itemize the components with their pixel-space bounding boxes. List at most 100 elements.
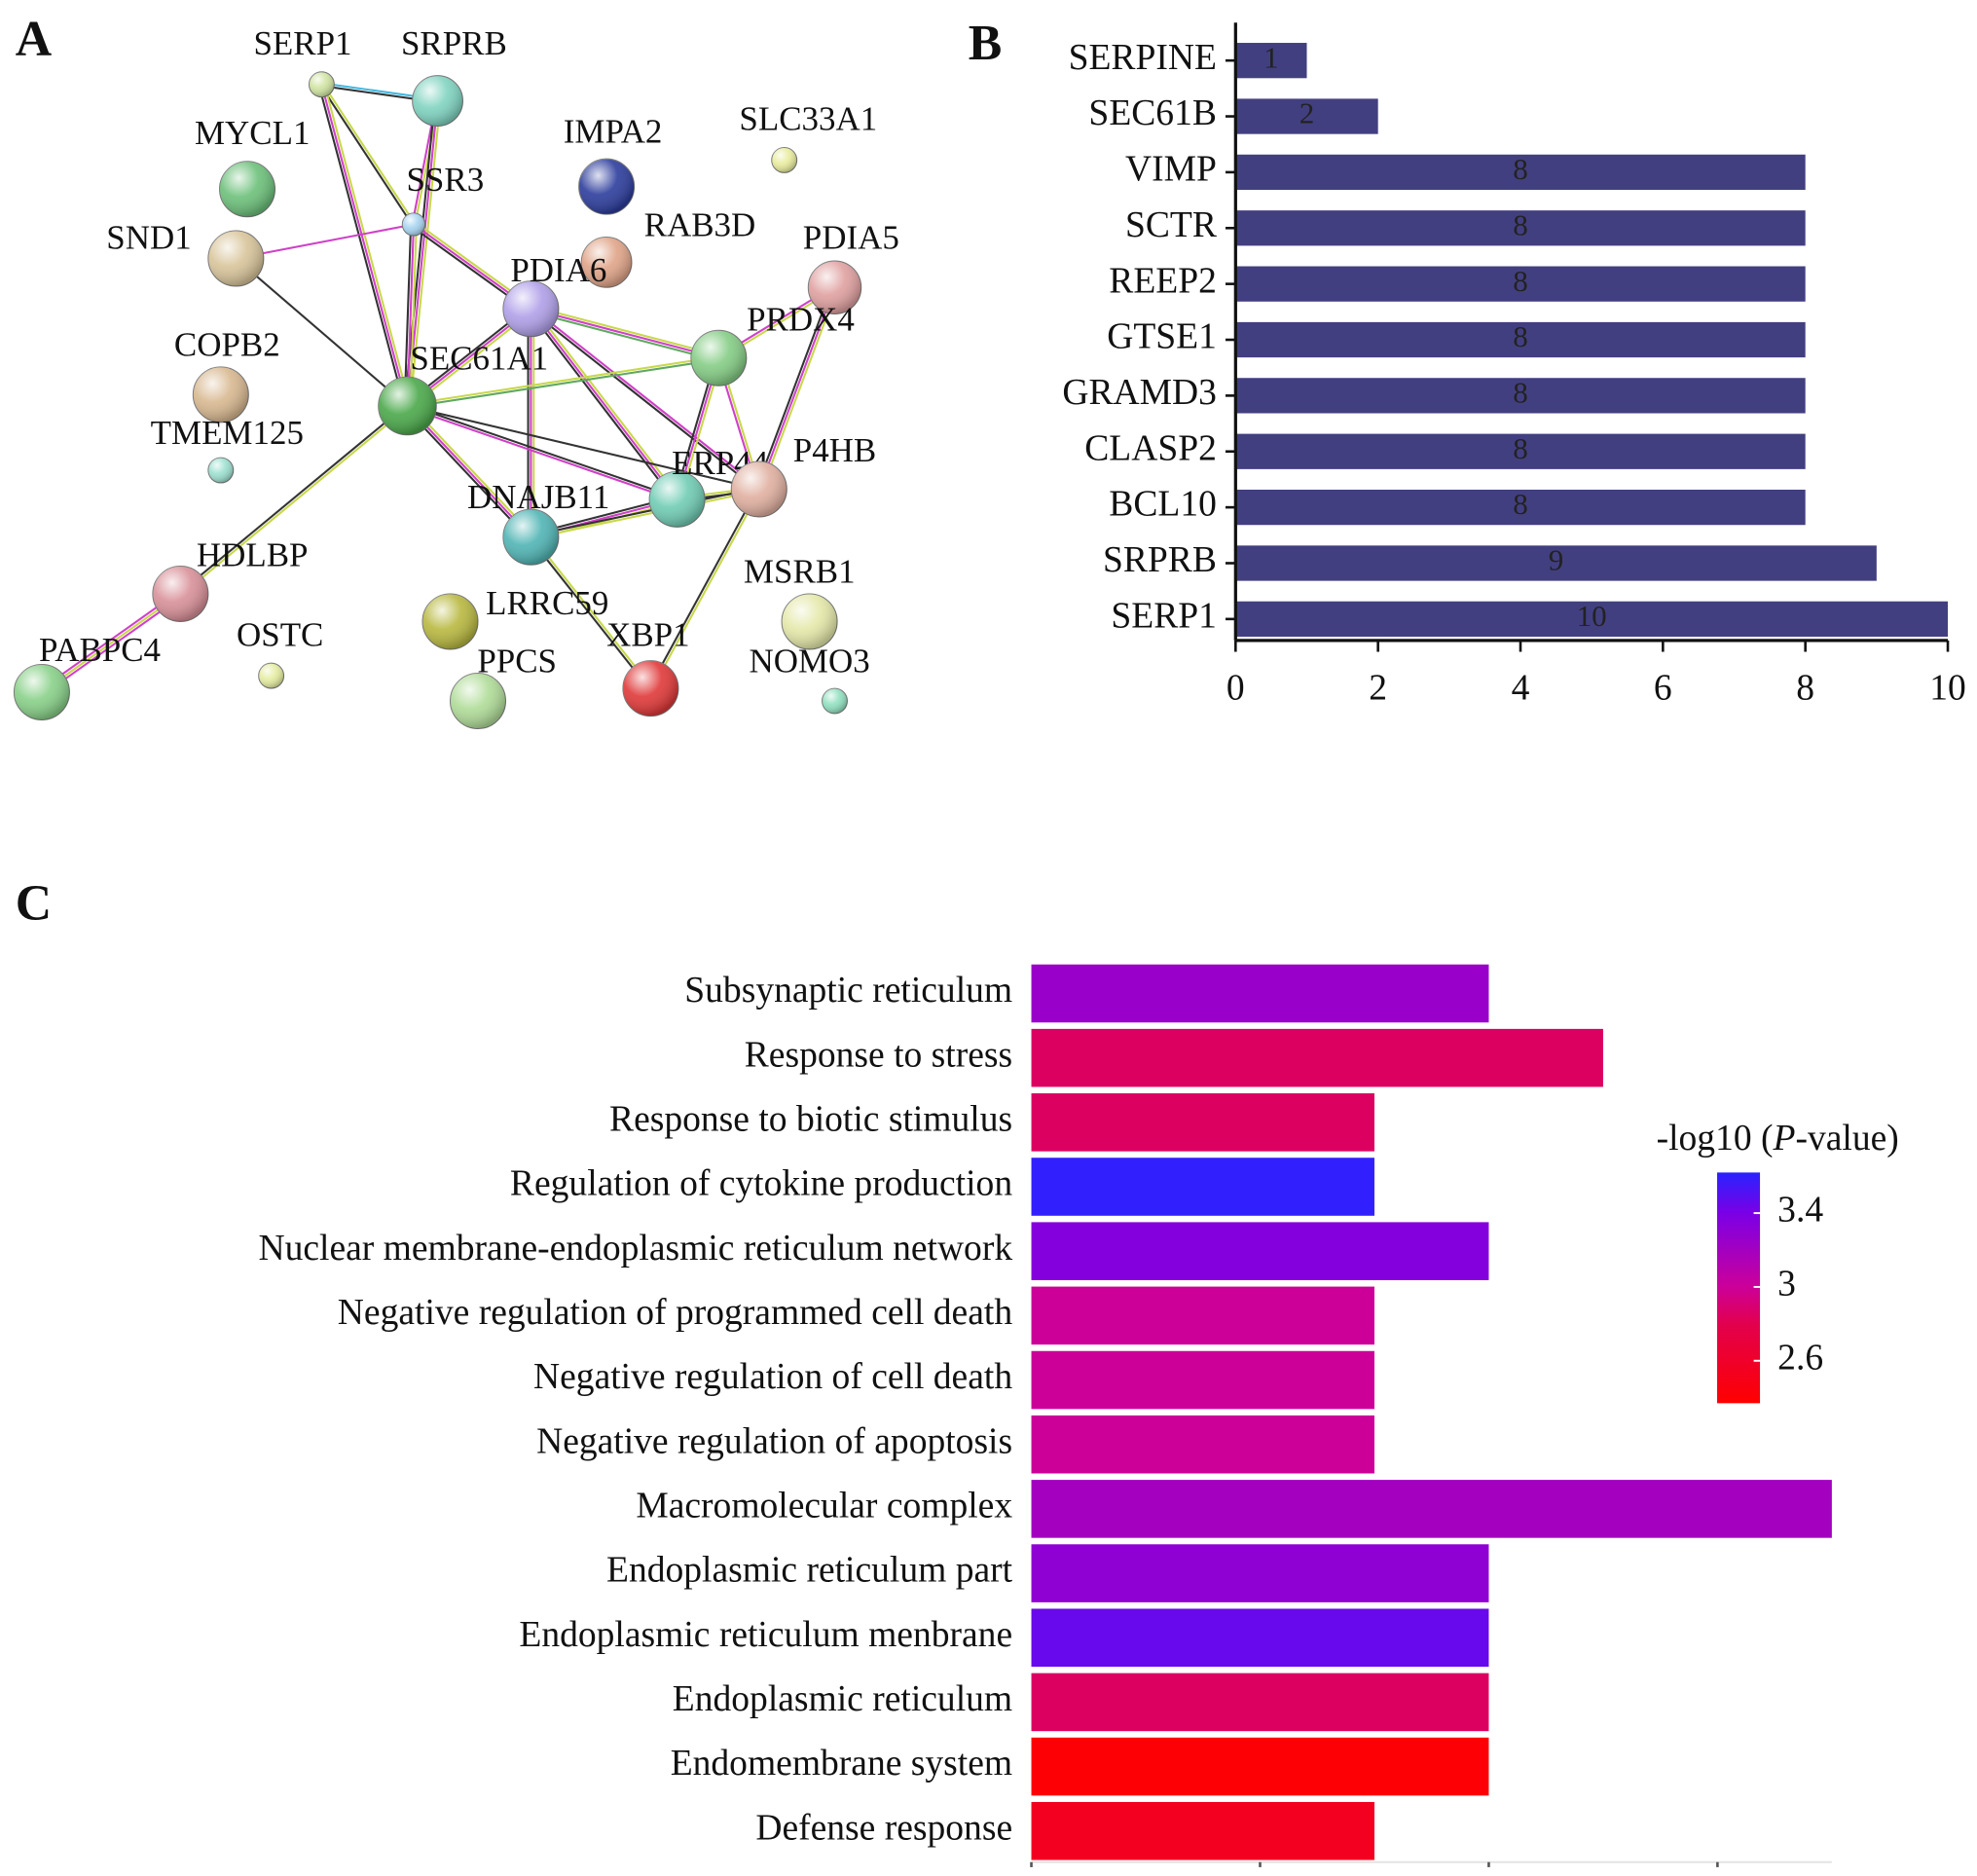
x-tick-label: 4	[1512, 668, 1530, 708]
category-label: Negative regulation of apoptosis	[536, 1421, 1012, 1461]
node-shine	[502, 280, 559, 337]
edge	[236, 223, 415, 260]
value-label: 8	[1513, 264, 1528, 298]
category-label: Macromolecular complex	[636, 1487, 1012, 1527]
category-label: Negative regulation of programmed cell d…	[338, 1293, 1013, 1333]
category-label: REEP2	[1109, 261, 1217, 301]
category-label: GRAMD3	[1062, 373, 1217, 413]
edge	[42, 595, 183, 696]
panel-label: B	[969, 16, 1003, 71]
node-label: PABPC4	[39, 631, 161, 669]
edge	[409, 100, 442, 407]
colorbar-title-part: -value)	[1795, 1119, 1898, 1159]
value-label: 8	[1513, 207, 1528, 241]
value-label: 8	[1513, 376, 1528, 410]
edge	[531, 535, 653, 688]
edge	[530, 308, 678, 500]
node-label: PRDX4	[747, 301, 855, 339]
bar	[1031, 1673, 1489, 1732]
bar	[1235, 601, 1949, 637]
node-label: PDIA6	[510, 251, 606, 289]
bar	[1031, 1350, 1374, 1410]
edge	[317, 85, 406, 407]
bar	[1031, 1480, 1832, 1538]
node-label: SEC61A1	[410, 340, 548, 378]
edge	[41, 593, 181, 693]
category-label: SERPINE	[1069, 38, 1217, 78]
value-label: 10	[1577, 599, 1607, 633]
edge	[755, 285, 833, 489]
category-label: Negative regulation of cell death	[533, 1357, 1012, 1397]
bar	[1031, 1286, 1374, 1345]
node-label: SERP1	[253, 24, 351, 62]
node-shine	[782, 593, 838, 649]
colorbar-title: -log10 (P-value)	[1657, 1119, 1899, 1159]
bar	[1031, 1737, 1489, 1796]
node-label: LRRC59	[486, 584, 608, 622]
bar	[1031, 1158, 1374, 1216]
bar	[1031, 1222, 1489, 1280]
node-shine	[402, 212, 425, 237]
edge	[757, 286, 836, 490]
edge	[531, 306, 680, 498]
value-label: 8	[1513, 431, 1528, 465]
value-label: 8	[1513, 319, 1528, 353]
node-label: NOMO3	[749, 642, 869, 680]
bar	[1235, 378, 1806, 414]
bar	[1235, 43, 1307, 79]
node-shine	[207, 458, 234, 483]
bar	[1031, 1544, 1489, 1602]
category-label: SEC61B	[1088, 93, 1216, 133]
bar	[1031, 1415, 1374, 1474]
bar	[1235, 545, 1877, 581]
edge	[409, 224, 418, 407]
node-label: IMPA2	[564, 113, 663, 151]
edge	[407, 404, 760, 491]
node-shine	[771, 147, 797, 173]
category-label: VIMP	[1125, 150, 1217, 190]
category-label: SRPRB	[1103, 540, 1217, 580]
category-label: Response to biotic stimulus	[609, 1099, 1012, 1139]
bar	[1235, 154, 1806, 191]
panel-label: A	[16, 12, 53, 67]
node-label: COPB2	[174, 325, 280, 363]
node-label: SSR3	[407, 161, 485, 199]
node-shine	[422, 593, 479, 649]
edge	[650, 489, 761, 690]
node-shine	[731, 460, 787, 517]
node-shine	[219, 161, 275, 217]
node-shine	[14, 664, 70, 720]
node-shine	[412, 75, 463, 127]
edge	[529, 536, 651, 690]
bar	[1031, 964, 1489, 1023]
category-label: SERP1	[1111, 596, 1217, 636]
node-shine	[808, 261, 861, 314]
edge	[407, 355, 719, 406]
edge	[235, 257, 409, 407]
edge	[180, 406, 410, 596]
bar	[1031, 1028, 1603, 1087]
node-shine	[578, 159, 635, 215]
value-label: 2	[1300, 96, 1315, 130]
category-label: CLASP2	[1084, 428, 1217, 468]
edge	[531, 307, 761, 490]
category-label: GTSE1	[1107, 317, 1217, 357]
edge	[178, 404, 408, 594]
edge	[531, 489, 760, 540]
category-label: Defense response	[755, 1808, 1012, 1848]
node-shine	[690, 330, 747, 386]
x-tick-label: 2	[1369, 668, 1387, 708]
edge	[406, 406, 677, 502]
colorbar	[1717, 1172, 1761, 1404]
bar	[1235, 210, 1806, 246]
bar	[1031, 1093, 1374, 1152]
chart-c: Subsynaptic reticulum Response to stress R…	[258, 964, 1899, 1867]
bar	[1235, 98, 1378, 134]
bar	[1235, 433, 1806, 469]
category-label: Subsynaptic reticulum	[684, 971, 1012, 1011]
edge	[406, 405, 532, 538]
edge	[407, 358, 719, 409]
edge	[531, 308, 719, 359]
category-label: Response to stress	[745, 1035, 1012, 1075]
